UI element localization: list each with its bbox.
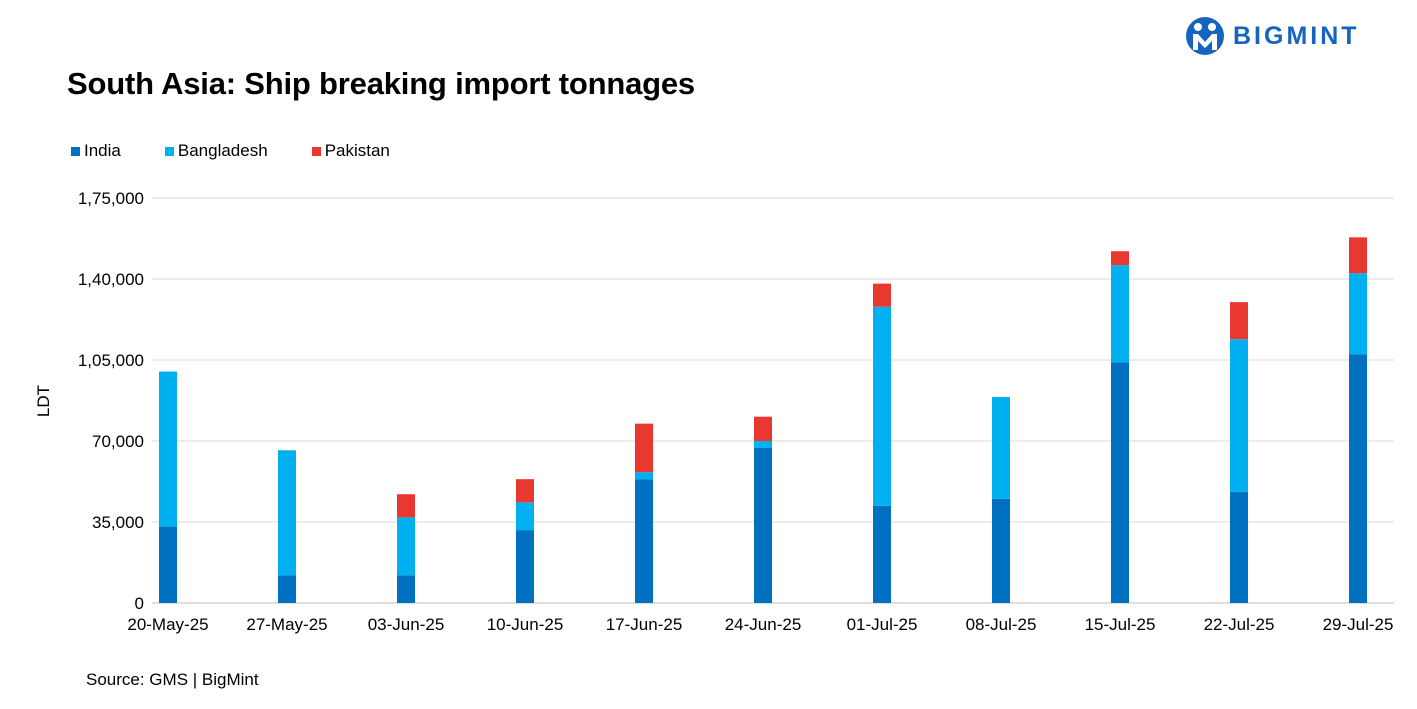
bar-pakistan-10-Jun-25 (516, 479, 534, 503)
y-tick-label: 0 (135, 594, 144, 613)
y-tick-label: 70,000 (92, 432, 144, 451)
bar-india-20-May-25 (159, 526, 177, 603)
x-tick-label: 22-Jul-25 (1204, 615, 1275, 634)
bar-india-03-Jun-25 (397, 575, 415, 603)
bar-pakistan-15-Jul-25 (1111, 251, 1129, 266)
brand-logo: BIGMINT (1185, 16, 1360, 56)
y-tick-label: 35,000 (92, 513, 144, 532)
bar-bangladesh-17-Jun-25 (635, 472, 653, 480)
y-axis-label: LDT (34, 385, 53, 417)
x-tick-label: 01-Jul-25 (847, 615, 918, 634)
bar-india-15-Jul-25 (1111, 362, 1129, 603)
bar-bangladesh-15-Jul-25 (1111, 265, 1129, 363)
y-tick-label: 1,75,000 (78, 189, 144, 208)
bar-pakistan-03-Jun-25 (397, 494, 415, 518)
legend-item-bangladesh: Bangladesh (164, 141, 268, 161)
bar-india-08-Jul-25 (992, 498, 1010, 603)
bar-pakistan-17-Jun-25 (635, 423, 653, 473)
legend-swatch-india (71, 146, 80, 156)
bar-pakistan-24-Jun-25 (754, 416, 772, 441)
legend-item-india: India (71, 141, 121, 161)
source-note: Source: GMS | BigMint (86, 670, 259, 689)
bar-bangladesh-20-May-25 (159, 371, 177, 527)
legend-label-india: India (84, 141, 121, 160)
chart-legend: India Bangladesh Pakistan (71, 141, 434, 161)
bar-bangladesh-08-Jul-25 (992, 397, 1010, 499)
bar-bangladesh-24-Jun-25 (754, 441, 772, 448)
x-tick-label: 10-Jun-25 (487, 615, 564, 634)
bigmint-logo-icon (1186, 17, 1224, 55)
bar-pakistan-22-Jul-25 (1230, 302, 1248, 340)
legend-swatch-pakistan (311, 146, 321, 156)
legend-label-pakistan: Pakistan (324, 141, 390, 160)
x-tick-label: 15-Jul-25 (1085, 615, 1156, 634)
x-tick-label: 17-Jun-25 (606, 615, 683, 634)
bar-india-22-Jul-25 (1230, 491, 1248, 603)
legend-item-pakistan: Pakistan (311, 141, 390, 161)
bar-bangladesh-01-Jul-25 (873, 306, 891, 506)
bars (159, 237, 1367, 603)
y-tick-label: 1,05,000 (78, 351, 144, 370)
gridlines (152, 197, 1394, 604)
bar-bangladesh-27-May-25 (278, 450, 296, 576)
bar-india-17-Jun-25 (635, 479, 653, 603)
x-tick-label: 24-Jun-25 (725, 615, 802, 634)
bar-bangladesh-03-Jun-25 (397, 517, 415, 576)
bar-india-27-May-25 (278, 575, 296, 603)
x-tick-label: 20-May-25 (127, 615, 208, 634)
bar-bangladesh-29-Jul-25 (1349, 273, 1367, 355)
bar-pakistan-01-Jul-25 (873, 283, 891, 307)
x-tick-label: 27-May-25 (246, 615, 327, 634)
bar-india-01-Jul-25 (873, 505, 891, 603)
y-axis-ticks: 0 35,000 70,000 1,05,000 1,40,000 1,75,000 (78, 189, 144, 613)
y-tick-label: 1,40,000 (78, 270, 144, 289)
x-tick-label: 08-Jul-25 (966, 615, 1037, 634)
bar-pakistan-29-Jul-25 (1349, 237, 1367, 274)
bar-india-10-Jun-25 (516, 530, 534, 603)
chart-title: South Asia: Ship breaking import tonnage… (67, 66, 695, 101)
x-tick-label: 29-Jul-25 (1323, 615, 1394, 634)
logo-text: BIGMINT (1233, 21, 1360, 50)
legend-swatch-bangladesh (164, 146, 174, 156)
legend-label-bangladesh: Bangladesh (177, 141, 268, 160)
bar-bangladesh-22-Jul-25 (1230, 339, 1248, 492)
bar-bangladesh-10-Jun-25 (516, 502, 534, 531)
bar-india-24-Jun-25 (754, 447, 772, 603)
x-axis-ticks: 20-May-25 27-May-25 03-Jun-25 10-Jun-25 17-J… (127, 615, 1393, 634)
x-tick-label: 03-Jun-25 (368, 615, 445, 634)
bar-india-29-Jul-25 (1349, 354, 1367, 603)
